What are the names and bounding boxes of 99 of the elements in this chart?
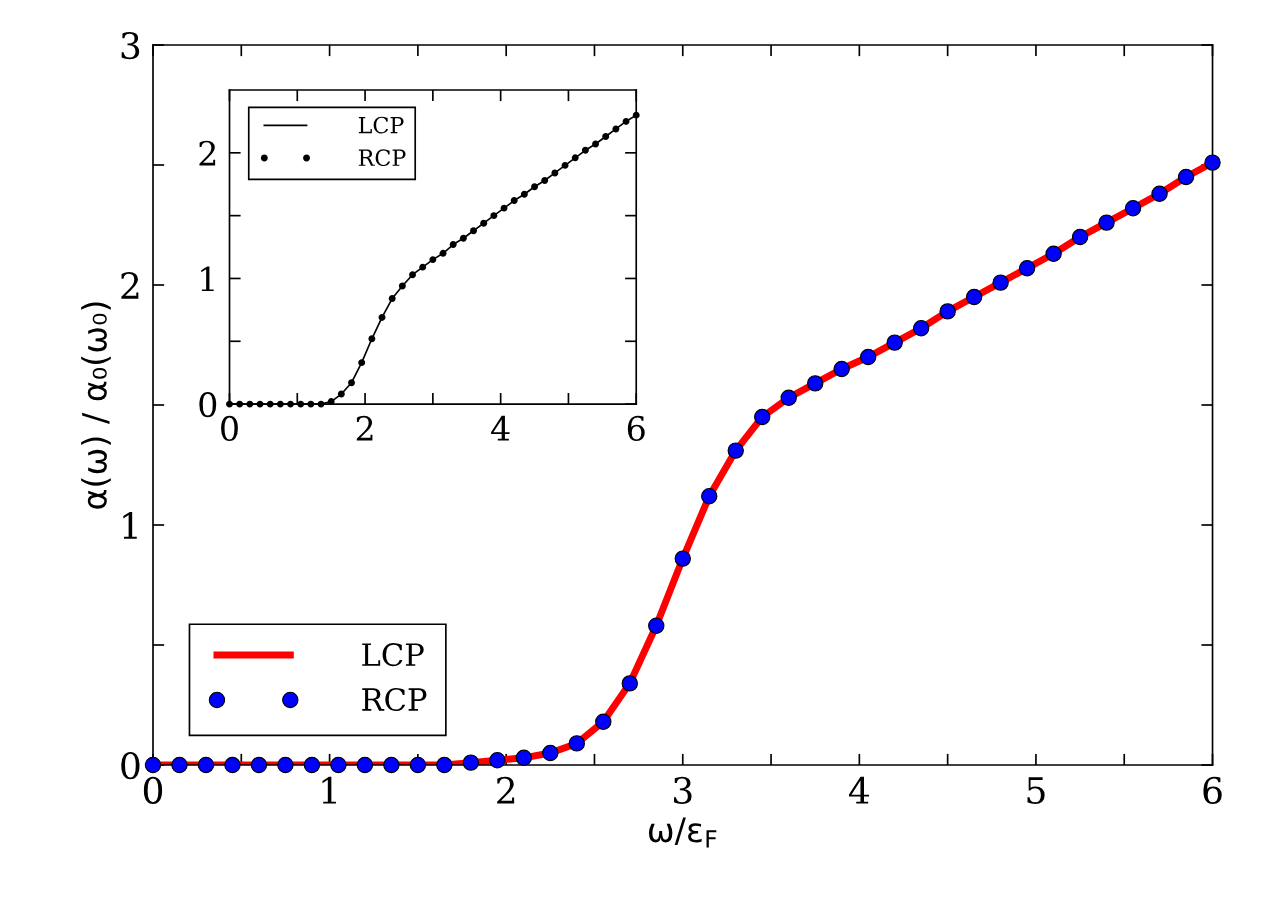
point — [307, 400, 315, 408]
point — [480, 219, 488, 227]
point — [622, 117, 630, 125]
point — [449, 241, 457, 249]
point — [459, 234, 467, 242]
y-tick-label: 0 — [199, 392, 217, 418]
x-tick-label: 6 — [627, 415, 645, 442]
point — [429, 256, 437, 264]
point — [358, 359, 366, 367]
y-tick-label: 1 — [201, 266, 214, 292]
point — [648, 617, 665, 634]
x-tick-label: 2 — [356, 415, 373, 441]
x-tick-label: 2 — [497, 776, 515, 804]
legend-label: RCP — [362, 687, 427, 712]
y-tick-label: 2 — [121, 271, 139, 299]
point — [276, 400, 284, 408]
point — [965, 288, 983, 306]
point — [303, 756, 321, 774]
point — [224, 756, 241, 774]
point — [330, 756, 347, 774]
point — [398, 282, 406, 290]
point — [632, 111, 640, 119]
point — [674, 550, 691, 567]
point — [754, 408, 771, 426]
point — [266, 400, 274, 408]
point — [368, 335, 376, 343]
point — [520, 190, 528, 198]
point — [419, 263, 427, 271]
point — [510, 197, 518, 205]
point — [348, 379, 355, 387]
point — [992, 274, 1009, 291]
point — [236, 400, 244, 408]
point — [531, 183, 539, 191]
point — [490, 212, 498, 220]
point — [439, 249, 447, 257]
point — [571, 154, 579, 162]
point — [171, 756, 188, 774]
point — [859, 348, 877, 366]
point — [297, 400, 305, 408]
x-tick-label: 6 — [1203, 776, 1222, 805]
x-tick-label: 4 — [848, 776, 870, 804]
point — [489, 752, 506, 769]
point — [595, 713, 612, 730]
point — [602, 133, 610, 140]
point — [277, 756, 294, 774]
point — [470, 227, 478, 235]
point — [833, 360, 850, 378]
x-tick-label: 3 — [674, 776, 692, 805]
point — [581, 146, 589, 154]
point — [568, 735, 586, 752]
legend-label: RCP — [358, 149, 406, 167]
x-tick-label: 0 — [221, 415, 238, 442]
x-tick-label: 1 — [322, 776, 336, 804]
point — [226, 400, 233, 408]
point — [542, 744, 559, 762]
point — [409, 271, 416, 279]
point — [1018, 260, 1036, 277]
point — [388, 295, 396, 303]
point — [409, 756, 427, 774]
point — [1177, 168, 1195, 186]
y-tick-label: 2 — [199, 140, 216, 166]
point — [701, 488, 718, 505]
point — [592, 140, 600, 148]
point — [356, 756, 374, 774]
point — [780, 389, 797, 406]
point — [912, 320, 930, 337]
x-tick-label: 5 — [1027, 777, 1045, 805]
point — [246, 400, 254, 408]
point — [436, 756, 453, 774]
point — [462, 754, 480, 771]
point — [515, 749, 533, 766]
y-tick-label: 3 — [121, 31, 140, 60]
y-tick-label: 0 — [121, 751, 140, 780]
point — [1204, 154, 1221, 171]
point — [1045, 245, 1062, 262]
legend-label: LCP — [358, 116, 404, 134]
point — [250, 756, 268, 774]
point — [886, 334, 903, 351]
point — [337, 390, 345, 398]
point — [561, 161, 569, 169]
point — [621, 675, 638, 692]
point — [541, 176, 549, 184]
x-axis-title: ω/ε$_{F}$ — [648, 817, 717, 848]
point — [807, 375, 824, 392]
point — [1071, 228, 1089, 246]
point — [1151, 185, 1168, 202]
point — [939, 303, 956, 320]
x-tick-label: 0 — [143, 776, 163, 805]
point — [378, 313, 386, 321]
point — [1124, 200, 1142, 217]
legend-label: LCP — [362, 643, 424, 667]
point — [197, 756, 215, 774]
y-axis-title: α(ω) / α₀(ω₀) — [81, 302, 111, 509]
x-tick-label: 4 — [491, 415, 510, 441]
point — [727, 442, 744, 459]
y-tick-label: 1 — [123, 511, 137, 539]
point — [287, 400, 294, 408]
point — [383, 756, 400, 774]
point — [1098, 214, 1115, 231]
